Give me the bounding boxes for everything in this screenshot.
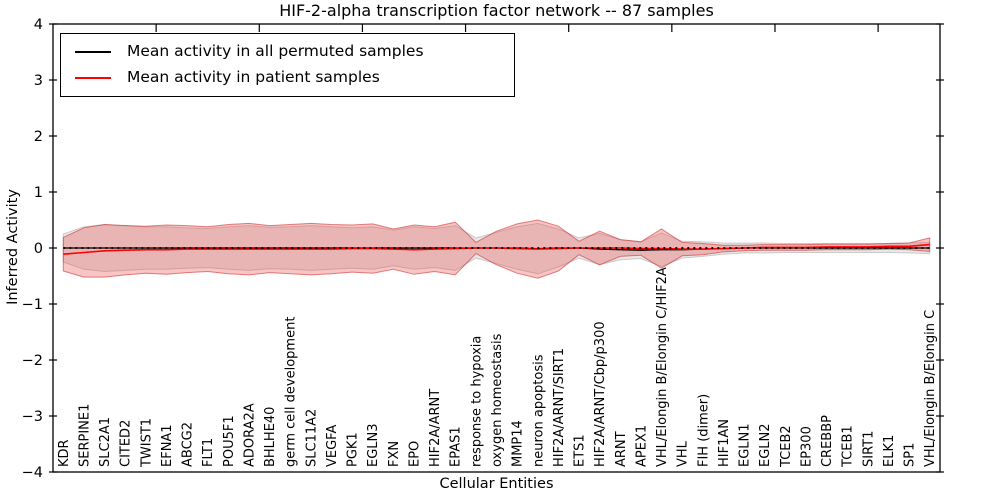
legend-label-patient: Mean activity in patient samples <box>127 68 380 87</box>
x-tick-label: ARNT <box>614 431 629 467</box>
y-tick-label: 4 <box>34 17 43 33</box>
patient-line-swatch <box>75 76 111 79</box>
y-tick-label: 0 <box>34 241 43 257</box>
x-tick-label: EFNA1 <box>160 424 175 467</box>
x-tick-label: HIF2A/ARNT <box>428 389 443 467</box>
x-tick-label: BHLHE40 <box>263 407 278 467</box>
legend-entry-permuted: Mean activity in all permuted samples <box>75 44 514 60</box>
y-tick-label: −3 <box>22 409 43 425</box>
y-axis-label: Inferred Activity <box>5 189 21 305</box>
x-tick-label: PGK1 <box>346 432 361 467</box>
x-tick-label: EPAS1 <box>449 426 464 467</box>
x-tick-label: HIF2A/ARNT/SIRT1 <box>552 348 567 467</box>
x-tick-label: TWIST1 <box>139 418 154 468</box>
x-tick-label: EGLN2 <box>758 423 773 467</box>
x-tick-label: ELK1 <box>882 435 897 467</box>
x-tick-label: HIF1AN <box>717 419 732 467</box>
x-tick-label: SERPINE1 <box>77 404 92 467</box>
x-tick-label: ETS1 <box>573 434 588 467</box>
x-tick-label: APEX1 <box>634 425 649 467</box>
y-tick-label: −2 <box>22 353 43 369</box>
x-tick-label: CREBBP <box>820 415 835 467</box>
patient-std-band <box>62 219 931 279</box>
x-tick-label: FIH (dimer) <box>696 394 711 467</box>
y-tick-label: −4 <box>22 465 43 481</box>
x-tick-label: TCEB2 <box>779 425 794 468</box>
x-tick-label: MMP14 <box>511 420 526 467</box>
y-tick-label: 1 <box>34 185 43 201</box>
x-tick-label: TCEB1 <box>841 425 856 468</box>
x-tick-label: germ cell development <box>284 317 299 467</box>
x-tick-label: SP1 <box>903 443 918 467</box>
y-tick-label: 2 <box>34 129 43 145</box>
x-tick-label: CITED2 <box>119 420 134 467</box>
x-tick-label: EPO <box>407 441 422 467</box>
y-tick-label: −1 <box>22 297 43 313</box>
legend: Mean activity in all permuted samples Me… <box>60 33 515 97</box>
x-tick-label: FXN <box>387 441 402 467</box>
x-tick-label: FLT1 <box>201 438 216 467</box>
x-tick-label: SLC2A1 <box>98 417 113 467</box>
x-tick-label: VEGFA <box>325 425 340 467</box>
x-tick-label: VHL/Elongin B/Elongin C <box>923 310 938 467</box>
x-tick-label: VHL <box>676 440 691 467</box>
legend-entry-patient: Mean activity in patient samples <box>75 70 514 86</box>
x-tick-label: ABCG2 <box>181 422 196 467</box>
x-tick-label: EP300 <box>799 426 814 467</box>
x-tick-label: HIF2A/ARNT/Cbp/p300 <box>593 321 608 467</box>
x-axis-label: Cellular Entities <box>439 476 554 492</box>
x-tick-label: EGLN3 <box>366 423 381 467</box>
x-tick-label: ADORA2A <box>242 403 257 467</box>
legend-label-permuted: Mean activity in all permuted samples <box>127 42 424 61</box>
x-tick-label: SLC11A2 <box>304 409 319 467</box>
chart-title: HIF-2-alpha transcription factor network… <box>279 1 714 20</box>
x-tick-label: POU5F1 <box>222 415 237 467</box>
x-tick-label: VHL/Elongin B/Elongin C/HIF2A <box>655 267 670 467</box>
x-tick-label: SIRT1 <box>861 431 876 467</box>
x-tick-label: KDR <box>57 439 72 467</box>
x-tick-label: neuron apoptosis <box>531 354 546 467</box>
x-tick-label: oxygen homeostasis <box>490 333 505 467</box>
y-tick-label: 3 <box>34 73 43 89</box>
x-tick-label: EGLN1 <box>738 423 753 467</box>
x-tick-label: response to hypoxia <box>469 336 484 467</box>
permuted-line-swatch <box>75 51 111 54</box>
